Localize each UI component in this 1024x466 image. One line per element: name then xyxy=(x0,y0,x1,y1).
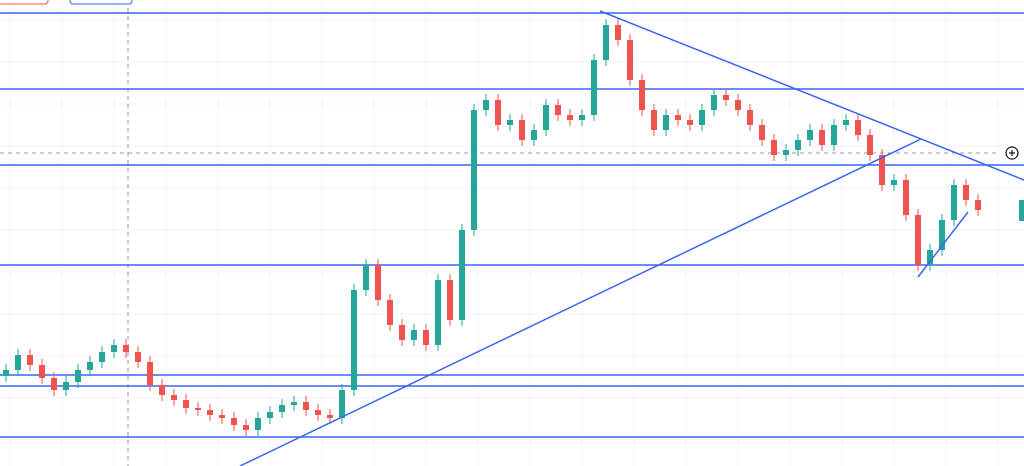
candle-body xyxy=(783,150,789,155)
candle-body xyxy=(675,115,681,120)
trend-line xyxy=(239,138,922,466)
crosshair-plus-button[interactable] xyxy=(1001,144,1024,162)
candle-body xyxy=(855,120,861,135)
candle-body xyxy=(819,130,825,145)
candle-body xyxy=(423,330,429,345)
candle-body xyxy=(231,418,237,425)
candle-body xyxy=(723,95,729,100)
candle-body xyxy=(711,95,717,110)
toolbar-button[interactable] xyxy=(0,0,49,5)
candles xyxy=(3,19,981,436)
candle-body xyxy=(351,290,357,390)
candle-body xyxy=(507,120,513,125)
candle-body xyxy=(255,418,261,430)
candle-body xyxy=(807,130,813,140)
candle-body xyxy=(279,405,285,412)
candle-body xyxy=(495,100,501,125)
candle-body xyxy=(927,250,933,265)
plus-icon xyxy=(1009,150,1015,156)
candle-body xyxy=(219,415,225,418)
candle-body xyxy=(339,390,345,418)
plus-circle xyxy=(1005,146,1019,160)
candle-body xyxy=(159,385,165,395)
candle-body xyxy=(651,110,657,130)
candle-body xyxy=(531,130,537,140)
candle-body xyxy=(831,125,837,145)
trend-line xyxy=(599,10,1024,181)
candle-body xyxy=(111,345,117,352)
candle-body xyxy=(387,300,393,325)
candle-body xyxy=(447,280,453,320)
trend-lines xyxy=(239,10,1024,466)
candle-body xyxy=(27,355,33,365)
candle-body xyxy=(519,120,525,140)
candle-body xyxy=(615,25,621,40)
candle-body xyxy=(39,365,45,378)
candle-body xyxy=(207,410,213,415)
candle-body xyxy=(915,215,921,265)
candle-body xyxy=(243,425,249,430)
candle-body xyxy=(555,105,561,115)
candle-body xyxy=(471,110,477,230)
candle-body xyxy=(375,265,381,300)
candle-body xyxy=(951,185,957,220)
level-lines xyxy=(0,12,1024,438)
candle-body xyxy=(567,115,573,120)
candle-body xyxy=(171,395,177,400)
candle-body xyxy=(867,135,873,155)
candle-body xyxy=(759,125,765,140)
trend-line xyxy=(917,211,969,278)
candle-body xyxy=(303,402,309,410)
candle-body xyxy=(183,400,189,408)
candle-body xyxy=(63,382,69,390)
candle-body xyxy=(579,115,585,120)
candle-body xyxy=(459,230,465,320)
candle-body xyxy=(267,412,273,418)
candle-body xyxy=(687,120,693,125)
candle-body xyxy=(315,410,321,415)
candle-body xyxy=(639,80,645,110)
candle-body xyxy=(3,370,9,376)
candle-body xyxy=(99,352,105,362)
candle-body xyxy=(591,60,597,115)
candle-body xyxy=(879,155,885,185)
candle-body xyxy=(399,325,405,340)
candle-body xyxy=(435,280,441,345)
candle-body xyxy=(15,355,21,370)
price-marker xyxy=(1019,200,1024,221)
toolbar-button[interactable] xyxy=(69,0,133,5)
candle-body xyxy=(543,105,549,130)
candle-body xyxy=(843,120,849,125)
candle-body xyxy=(363,265,369,290)
candle-body xyxy=(747,110,753,125)
candle-body xyxy=(75,370,81,382)
candle-body xyxy=(327,415,333,418)
candle-body xyxy=(795,140,801,150)
candle-body xyxy=(891,180,897,185)
candle-body xyxy=(939,220,945,250)
candle-body xyxy=(411,330,417,340)
candle-body xyxy=(735,100,741,110)
candle-body xyxy=(975,200,981,210)
candle-body xyxy=(963,185,969,200)
candle-body xyxy=(51,378,57,390)
candle-body xyxy=(87,362,93,370)
candle-body xyxy=(903,180,909,215)
candle-body xyxy=(771,140,777,155)
candle-body xyxy=(147,362,153,385)
candle-body xyxy=(135,352,141,362)
candle-body xyxy=(699,110,705,125)
candle-body xyxy=(483,100,489,110)
candle-body xyxy=(123,345,129,352)
candle-body xyxy=(291,402,297,405)
candle-body xyxy=(663,115,669,130)
candle-body xyxy=(627,40,633,80)
candle-body xyxy=(195,408,201,410)
candle-body xyxy=(603,25,609,60)
